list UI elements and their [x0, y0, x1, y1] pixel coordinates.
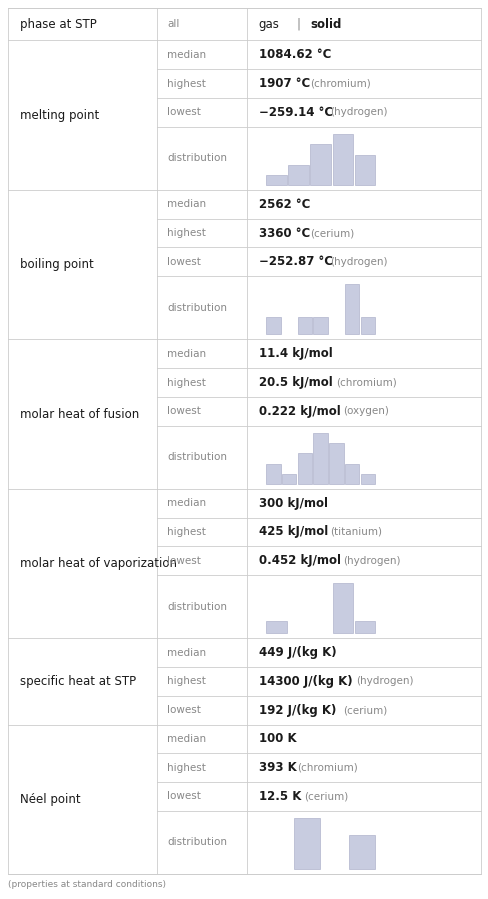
Text: (chromium): (chromium) [310, 78, 370, 89]
Text: solid: solid [310, 18, 342, 31]
Bar [360, 317, 374, 334]
Text: (titanium): (titanium) [329, 527, 381, 537]
Text: (properties at standard conditions): (properties at standard conditions) [8, 880, 165, 889]
Text: distribution: distribution [167, 154, 226, 164]
Text: (cerium): (cerium) [310, 228, 354, 238]
Text: lowest: lowest [167, 556, 201, 565]
Bar [344, 284, 359, 334]
Text: 425 kJ/mol  (titanium): 425 kJ/mol (titanium) [258, 525, 402, 539]
Text: 449 J/(kg K): 449 J/(kg K) [258, 646, 336, 659]
Bar [310, 145, 330, 185]
Text: median: median [167, 498, 206, 508]
Text: all: all [167, 19, 179, 30]
Bar [288, 165, 308, 185]
Text: 100 K: 100 K [258, 733, 296, 745]
Text: 11.4 kJ/mol: 11.4 kJ/mol [258, 347, 332, 360]
Text: Néel point: Néel point [20, 793, 81, 806]
Bar [266, 174, 286, 185]
Text: 2562 °C: 2562 °C [258, 198, 309, 210]
Text: −259.14 °C  (hydrogen): −259.14 °C (hydrogen) [258, 106, 414, 119]
Bar [360, 474, 374, 484]
Text: molar heat of vaporization: molar heat of vaporization [20, 557, 177, 570]
Text: median: median [167, 200, 206, 209]
Text: highest: highest [167, 228, 205, 238]
Bar [332, 134, 352, 185]
Text: (hydrogen): (hydrogen) [329, 107, 386, 118]
Text: 0.222 kJ/mol: 0.222 kJ/mol [258, 405, 340, 418]
Text: 300 kJ/mol: 300 kJ/mol [258, 496, 327, 510]
Text: 3360 °C  (cerium): 3360 °C (cerium) [258, 227, 374, 240]
Text: lowest: lowest [167, 791, 201, 802]
Text: 192 J/(kg K)  (cerium): 192 J/(kg K) (cerium) [258, 704, 400, 717]
Text: highest: highest [167, 78, 205, 89]
Bar [313, 433, 327, 484]
Text: lowest: lowest [167, 107, 201, 118]
Bar [265, 317, 280, 334]
Text: distribution: distribution [167, 838, 226, 848]
Text: distribution: distribution [167, 601, 226, 611]
Text: 0.452 kJ/mol: 0.452 kJ/mol [258, 555, 340, 567]
Text: 14300 J/(kg K): 14300 J/(kg K) [258, 675, 352, 688]
Text: (hydrogen): (hydrogen) [355, 676, 412, 687]
Text: (cerium): (cerium) [342, 705, 386, 716]
Text: 192 J/(kg K): 192 J/(kg K) [258, 704, 336, 717]
Text: lowest: lowest [167, 406, 201, 416]
Text: 425 kJ/mol: 425 kJ/mol [258, 525, 327, 539]
Text: (oxygen): (oxygen) [342, 406, 388, 416]
Text: 1084.62 °C: 1084.62 °C [258, 49, 330, 61]
Text: specific heat at STP: specific heat at STP [20, 675, 136, 688]
Text: 1907 °C  (chromium): 1907 °C (chromium) [258, 77, 394, 90]
Text: phase at STP: phase at STP [20, 18, 97, 31]
Text: highest: highest [167, 676, 205, 687]
Text: (hydrogen): (hydrogen) [342, 556, 400, 565]
Bar [313, 317, 327, 334]
Text: highest: highest [167, 762, 205, 773]
Text: gas: gas [258, 18, 279, 31]
Text: lowest: lowest [167, 257, 201, 267]
Bar [297, 317, 311, 334]
Bar [328, 443, 343, 484]
Bar [266, 620, 286, 633]
Text: melting point: melting point [20, 109, 99, 121]
Text: median: median [167, 647, 206, 658]
Text: 20.5 kJ/mol  (chromium): 20.5 kJ/mol (chromium) [258, 376, 417, 389]
Bar [332, 583, 352, 633]
Bar [297, 453, 311, 484]
Text: 20.5 kJ/mol: 20.5 kJ/mol [258, 376, 332, 389]
Text: (chromium): (chromium) [336, 378, 396, 387]
Text: 3360 °C: 3360 °C [258, 227, 309, 240]
Text: 393 K  (chromium): 393 K (chromium) [258, 761, 381, 774]
Text: distribution: distribution [167, 303, 226, 313]
Text: lowest: lowest [167, 705, 201, 716]
Text: −252.87 °C  (hydrogen): −252.87 °C (hydrogen) [258, 255, 414, 269]
Bar [282, 474, 296, 484]
Text: 393 K: 393 K [258, 761, 296, 774]
Text: 0.222 kJ/mol  (oxygen): 0.222 kJ/mol (oxygen) [258, 405, 407, 418]
Bar [294, 818, 319, 869]
Text: −259.14 °C: −259.14 °C [258, 106, 332, 119]
Text: (hydrogen): (hydrogen) [329, 257, 386, 267]
Text: (cerium): (cerium) [303, 791, 347, 802]
Text: 12.5 K: 12.5 K [258, 790, 301, 803]
Text: median: median [167, 349, 206, 359]
Text: 12.5 K  (cerium): 12.5 K (cerium) [258, 790, 365, 803]
Text: 14300 J/(kg K)  (hydrogen): 14300 J/(kg K) (hydrogen) [258, 675, 434, 688]
Text: median: median [167, 49, 206, 60]
Text: highest: highest [167, 378, 205, 387]
Text: 1907 °C: 1907 °C [258, 77, 309, 90]
Text: 0.452 kJ/mol  (hydrogen): 0.452 kJ/mol (hydrogen) [258, 555, 422, 567]
Text: |: | [296, 18, 300, 31]
Text: median: median [167, 734, 206, 744]
Text: boiling point: boiling point [20, 258, 94, 271]
Bar [265, 464, 280, 484]
Text: distribution: distribution [167, 452, 226, 462]
Text: (chromium): (chromium) [297, 762, 357, 773]
Bar [354, 620, 374, 633]
Text: highest: highest [167, 527, 205, 537]
Bar [354, 155, 374, 185]
Bar [344, 464, 359, 484]
Text: −252.87 °C: −252.87 °C [258, 255, 332, 269]
Bar [348, 835, 374, 869]
Text: molar heat of fusion: molar heat of fusion [20, 407, 139, 421]
